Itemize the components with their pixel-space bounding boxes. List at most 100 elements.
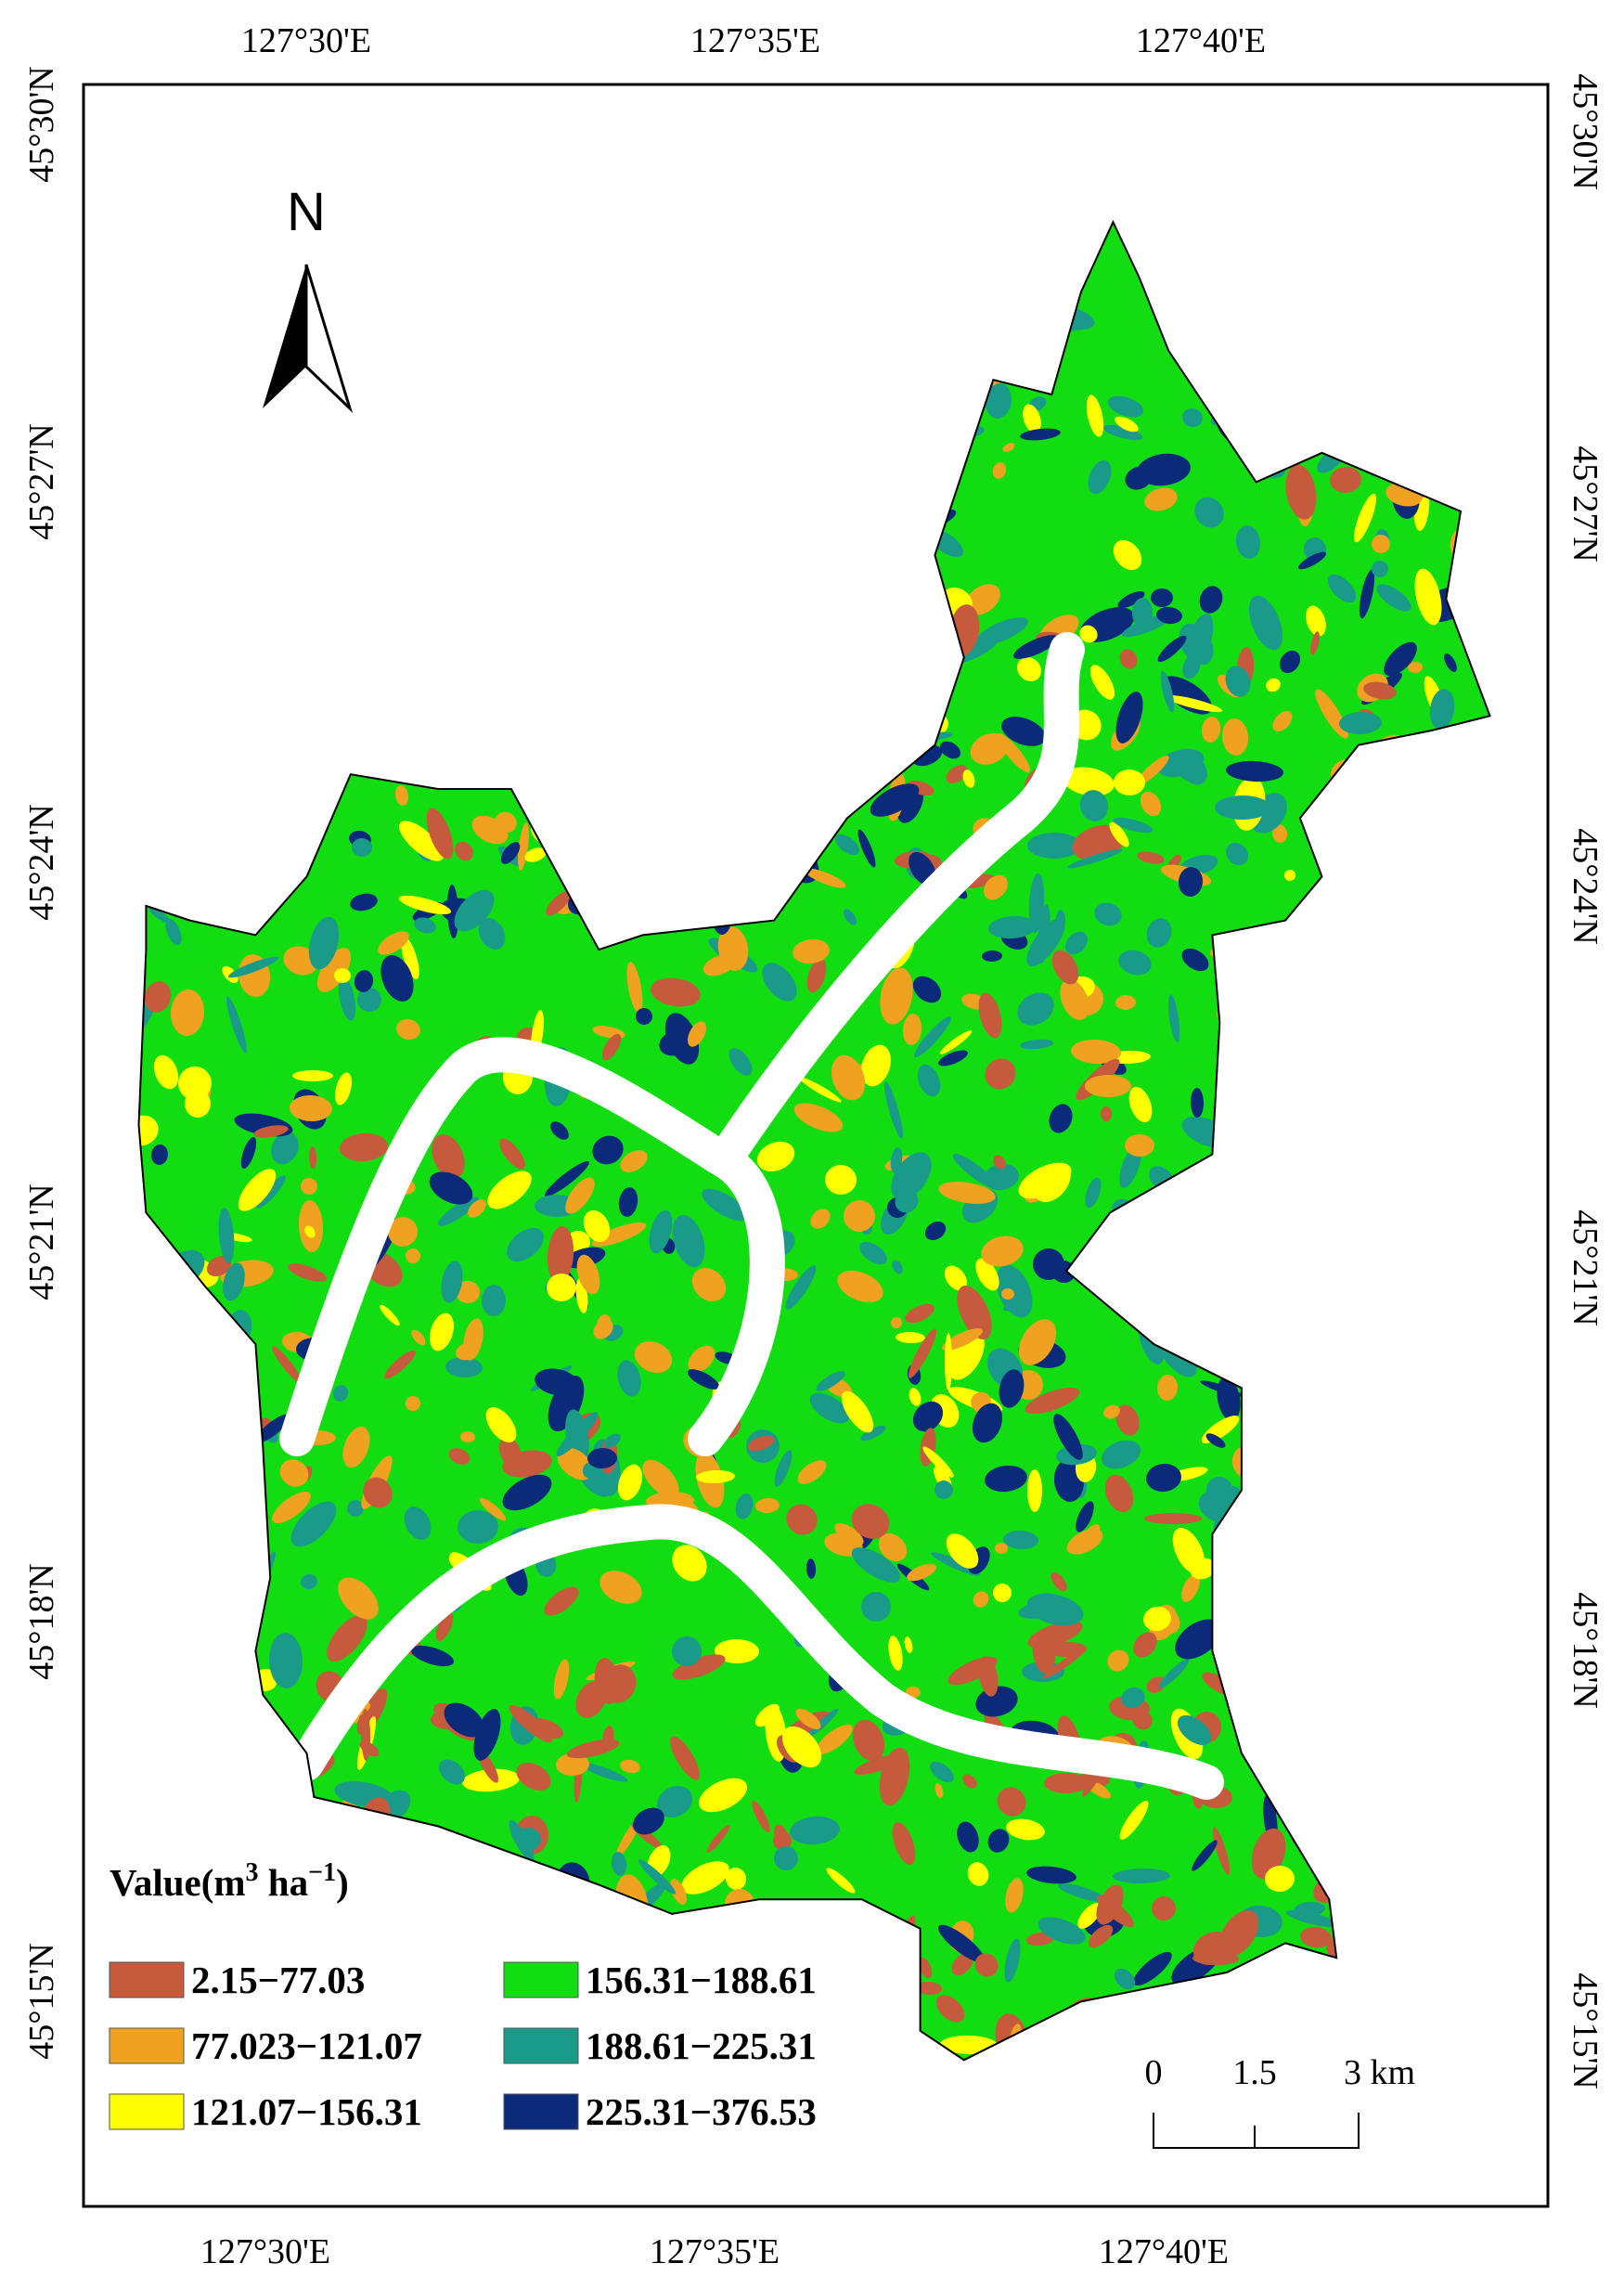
raster-patch — [288, 1263, 327, 1282]
raster-patch — [1028, 873, 1045, 933]
raster-patch — [1132, 1710, 1153, 1730]
raster-patch — [1293, 1985, 1328, 2026]
raster-patch — [550, 1121, 569, 1140]
raster-patch — [1410, 1912, 1443, 1946]
raster-patch — [896, 1331, 925, 1344]
raster-patch — [1423, 1895, 1449, 1916]
raster-patch — [851, 1547, 901, 1583]
raster-patch — [1118, 950, 1152, 976]
raster-patch — [999, 1369, 1025, 1408]
raster-patch — [340, 1132, 388, 1162]
raster-patch — [1380, 1854, 1397, 1865]
raster-patch — [859, 1241, 887, 1265]
raster-patch — [1476, 359, 1490, 380]
raster-patch — [308, 916, 340, 970]
raster-patch — [418, 244, 462, 291]
raster-patch — [516, 1763, 551, 1791]
raster-patch — [593, 1319, 613, 1339]
raster-patch — [952, 1154, 999, 1189]
raster-patch — [1066, 1529, 1103, 1555]
raster-patch — [615, 834, 649, 877]
raster-patch — [1459, 1878, 1481, 1917]
raster-patch — [333, 750, 352, 776]
raster-patch — [455, 841, 473, 861]
raster-patch — [985, 383, 1012, 419]
raster-patch — [595, 491, 617, 515]
raster-patch — [1444, 2021, 1472, 2060]
raster-patch — [982, 950, 1002, 963]
raster-patch — [138, 1696, 161, 1724]
legend-swatch — [503, 2093, 579, 2130]
raster-patch — [1221, 718, 1249, 756]
left-label: 45°18'N — [22, 1563, 61, 1680]
raster-patch — [408, 583, 429, 601]
raster-patch — [946, 1533, 979, 1569]
raster-patch — [844, 1200, 875, 1232]
raster-patch — [518, 822, 529, 871]
raster-patch — [685, 222, 733, 230]
raster-patch — [1308, 1713, 1330, 1750]
raster-patch — [717, 334, 747, 364]
raster-patch — [1107, 1649, 1129, 1672]
raster-patch — [924, 1221, 947, 1241]
raster-patch — [253, 1125, 289, 1138]
legend-label: 121.07−156.31 — [191, 2090, 422, 2133]
raster-patch — [611, 869, 638, 912]
raster-patch — [687, 349, 713, 373]
raster-patch — [263, 711, 303, 731]
raster-patch — [271, 1132, 299, 1165]
raster-patch — [205, 1736, 246, 1777]
raster-patch — [978, 1656, 999, 1697]
raster-patch — [1089, 665, 1115, 700]
raster-patch — [444, 1702, 484, 1738]
raster-patch — [916, 1981, 942, 1996]
raster-patch — [887, 222, 911, 235]
raster-patch — [1044, 1773, 1089, 1793]
raster-patch — [138, 309, 166, 354]
raster-patch — [1272, 710, 1293, 732]
raster-patch — [292, 1070, 333, 1081]
raster-patch — [462, 1768, 520, 1792]
raster-patch — [417, 437, 445, 465]
raster-patch — [849, 750, 877, 787]
raster-patch — [1053, 233, 1079, 265]
raster-patch — [1219, 1113, 1245, 1170]
raster-patch — [727, 336, 767, 368]
raster-patch — [1231, 1169, 1247, 1198]
coordinate-labels: 127°30'E 127°35'E 127°40'E 127°30'E 127°35'E… — [22, 21, 1605, 2271]
raster-patch — [272, 1346, 302, 1383]
raster-patch — [1136, 1209, 1158, 1243]
raster-patch — [696, 1469, 735, 1484]
raster-patch — [162, 1384, 190, 1416]
raster-patch — [939, 741, 961, 759]
raster-patch — [393, 397, 421, 421]
raster-patch — [399, 821, 444, 861]
raster-patch — [404, 1507, 432, 1540]
raster-patch — [1306, 1132, 1317, 1144]
raster-patch — [794, 553, 831, 564]
raster-patch — [1420, 1442, 1457, 1474]
raster-patch — [217, 831, 260, 875]
raster-patch — [469, 765, 502, 783]
raster-patch — [171, 1728, 202, 1760]
raster-patch — [1042, 1649, 1085, 1679]
raster-patch — [1296, 1536, 1326, 1564]
raster-patch — [1244, 387, 1255, 400]
raster-patch — [395, 1949, 419, 1983]
raster-patch — [1410, 1973, 1449, 2027]
raster-patch — [618, 1187, 638, 1217]
raster-patch — [290, 436, 309, 470]
raster-patch — [357, 349, 394, 368]
raster-patch — [172, 1737, 194, 1763]
raster-patch — [1295, 1668, 1345, 1709]
raster-patch — [1325, 909, 1375, 953]
legend-label: 188.61−225.31 — [586, 2024, 817, 2067]
raster-patch — [1394, 1237, 1440, 1269]
raster-patch — [684, 362, 704, 382]
raster-patch — [1476, 1065, 1490, 1091]
raster-patch — [522, 302, 555, 339]
raster-patch — [138, 1572, 145, 1587]
raster-patch — [1038, 1917, 1086, 1945]
raster-patch — [406, 390, 436, 421]
raster-patch — [1117, 590, 1145, 609]
